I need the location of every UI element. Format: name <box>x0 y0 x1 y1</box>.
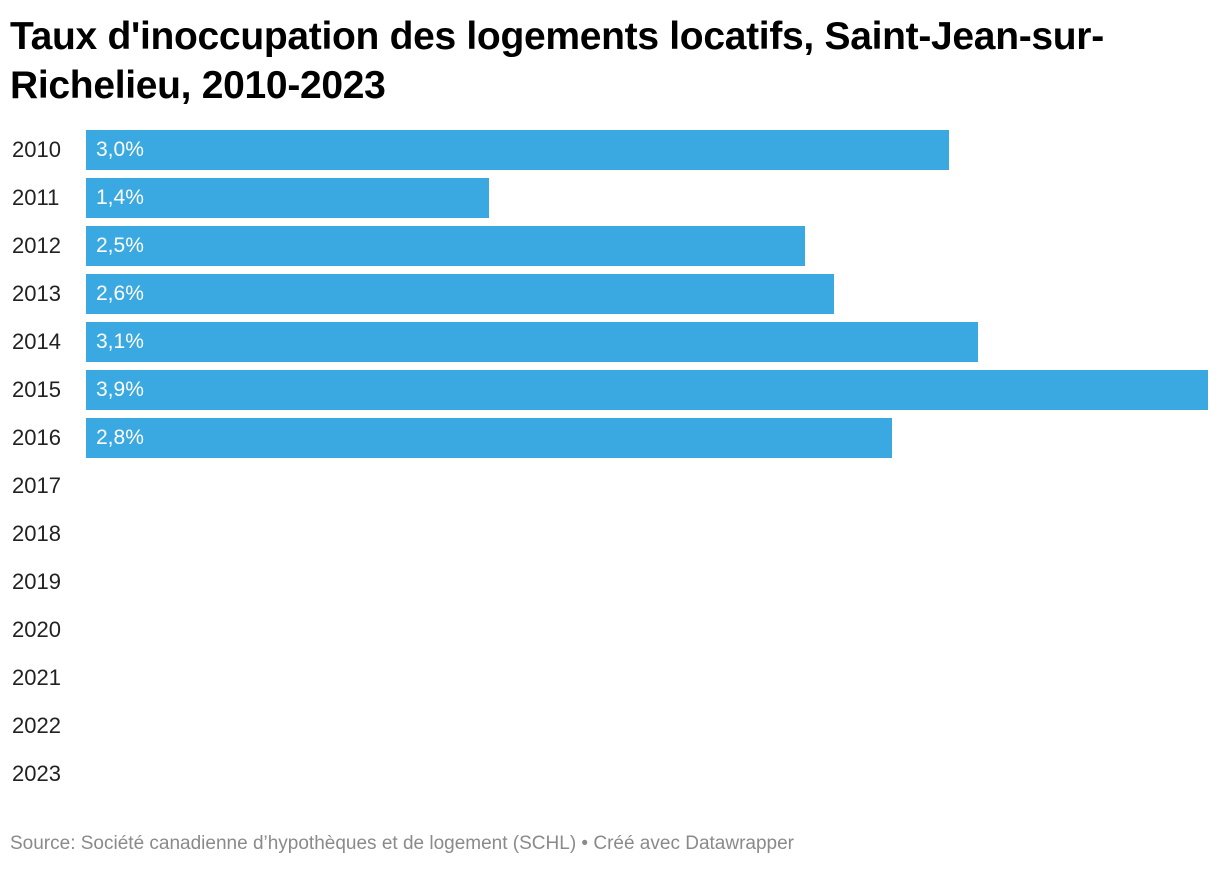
bar-row-2023: 2023 <box>0 750 1220 798</box>
bar-row-2022: 2022 <box>0 702 1220 750</box>
year-label: 2015 <box>12 377 61 402</box>
bar-row-2011: 2011 1,4% <box>0 174 1220 222</box>
year-label: 2020 <box>12 617 61 642</box>
chart-title: Taux d'inoccupation des logements locati… <box>10 15 1104 107</box>
bar-value-label: 2,6% <box>96 282 144 305</box>
bar-value-label: 1,4% <box>96 186 144 209</box>
year-label: 2017 <box>12 473 61 498</box>
bar-value-label: 3,0% <box>96 138 144 161</box>
bar-value-label: 2,8% <box>96 426 144 449</box>
source-footer: Source: Société canadienne d’hypothèques… <box>10 833 795 854</box>
bar-2010: 3,0% <box>86 130 949 170</box>
bar-row-2017: 2017 <box>0 462 1220 510</box>
bar-value-label: 3,1% <box>96 330 144 353</box>
bar-2012: 2,5% <box>86 226 805 266</box>
bar-value-label: 2,5% <box>96 234 144 257</box>
bar-row-2010: 2010 3,0% <box>0 126 1220 174</box>
year-label: 2010 <box>12 137 61 162</box>
year-label: 2011 <box>12 185 60 210</box>
year-label: 2012 <box>12 233 61 258</box>
bar-value-label: 3,9% <box>96 378 144 401</box>
bar-2015: 3,9% <box>86 370 1208 410</box>
bar-2011: 1,4% <box>86 178 489 218</box>
year-label: 2016 <box>12 425 61 450</box>
year-label: 2013 <box>12 281 61 306</box>
bar-row-2018: 2018 <box>0 510 1220 558</box>
year-label: 2018 <box>12 521 61 546</box>
bar-row-2013: 2013 2,6% <box>0 270 1220 318</box>
bar-row-2021: 2021 <box>0 654 1220 702</box>
bar-row-2014: 2014 3,1% <box>0 318 1220 366</box>
year-label: 2019 <box>12 569 61 594</box>
bar-chart: 2010 3,0% 2011 1,4% 2012 2,5% 2013 2,6% 2014 3,1%… <box>0 126 1220 798</box>
bar-2013: 2,6% <box>86 274 834 314</box>
year-label: 2022 <box>12 713 61 738</box>
bar-row-2016: 2016 2,8% <box>0 414 1220 462</box>
bar-row-2019: 2019 <box>0 558 1220 606</box>
bar-2014: 3,1% <box>86 322 978 362</box>
year-label: 2023 <box>12 761 61 786</box>
year-label: 2021 <box>12 665 61 690</box>
bar-row-2020: 2020 <box>0 606 1220 654</box>
bar-2016: 2,8% <box>86 418 892 458</box>
year-label: 2014 <box>12 329 61 354</box>
bar-row-2015: 2015 3,9% <box>0 366 1220 414</box>
bar-row-2012: 2012 2,5% <box>0 222 1220 270</box>
